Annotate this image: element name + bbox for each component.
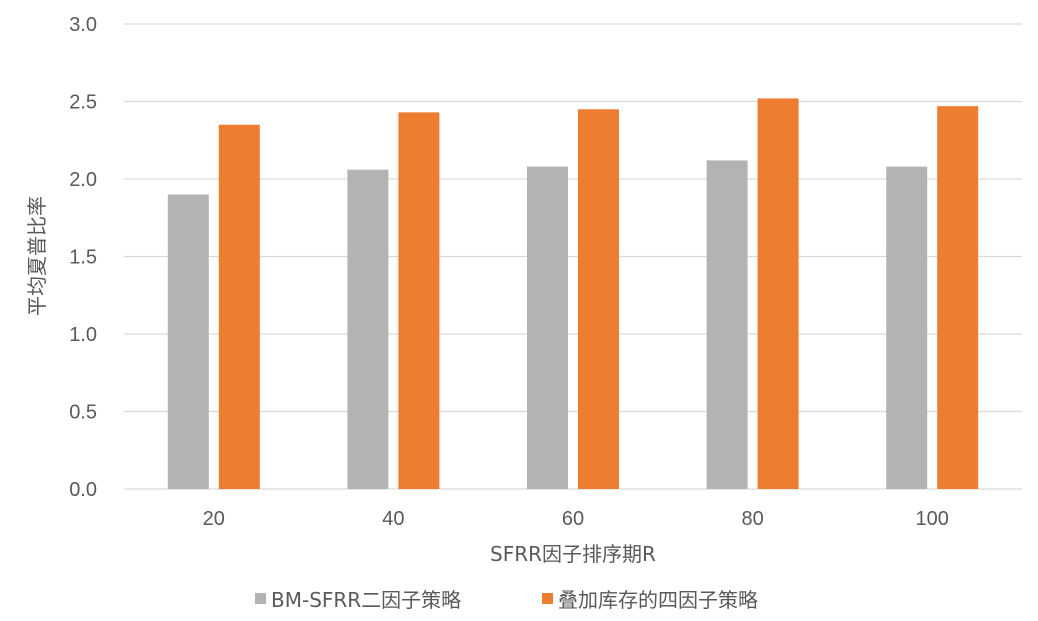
bar-series-2-60 [578,109,619,489]
bar-series-2-40 [398,112,440,489]
bar-series-2-20 [218,124,260,489]
bars [167,98,979,490]
legend-swatch-series-1 [255,593,266,604]
bar-series-2-100 [937,106,979,490]
legend-label-series-1: BM-SFRR二因子策略 [271,588,461,612]
legend: BM-SFRR二因子策略 叠加库存的四因子策略 [255,588,758,612]
legend-label-series-2: 叠加库存的四因子策略 [558,588,758,612]
bar-series-1-80 [706,160,748,489]
y-tick-label: 1.5 [69,247,97,269]
y-tick-label: 0.5 [69,402,97,424]
x-axis-ticks: 20 40 60 80 100 [203,508,949,530]
bar-series-2-80 [757,98,799,490]
y-axis-ticks: 0.0 0.5 1.0 1.5 2.0 2.5 3.0 [69,14,97,501]
x-tick-label: 20 [203,508,225,530]
legend-swatch-series-2 [542,593,553,604]
y-tick-label: 3.0 [69,14,97,36]
x-tick-label: 100 [916,508,949,530]
y-tick-label: 0.0 [69,479,97,501]
bar-series-1-100 [886,166,928,489]
y-axis-title: 平均夏普比率 [25,196,49,316]
y-tick-label: 1.0 [69,324,97,346]
x-tick-label: 80 [741,508,763,530]
y-tick-label: 2.5 [69,92,97,114]
x-tick-label: 40 [382,508,404,530]
bar-series-1-20 [167,194,209,489]
x-axis-title: SFRR因子排序期R [490,542,656,566]
bar-series-1-60 [527,166,568,489]
bar-series-1-40 [347,169,389,489]
gridlines [124,23,1022,490]
y-tick-label: 2.0 [69,169,97,191]
x-tick-label: 60 [562,508,584,530]
